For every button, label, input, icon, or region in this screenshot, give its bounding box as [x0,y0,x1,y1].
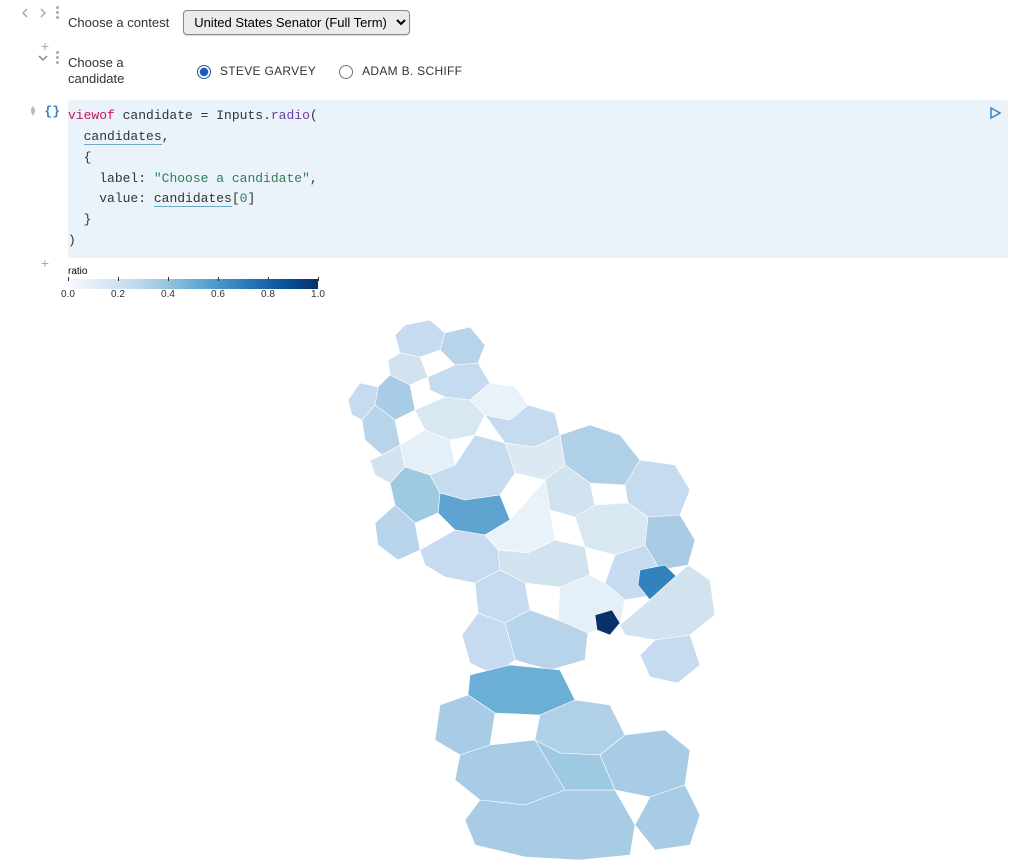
candidate-radio-group: STEVE GARVEY ADAM B. SCHIFF [192,62,462,79]
legend-title: ratio [68,266,1016,277]
caret-left-icon[interactable] [18,6,32,20]
gutter [0,49,68,65]
candidate-label: Choose a candidate [68,55,178,86]
legend-gradient [68,279,318,289]
radio-option-schiff[interactable]: ADAM B. SCHIFF [334,62,462,79]
cell-menu-icon[interactable] [54,6,60,19]
code-content: viewof candidate = Inputs.radio( candida… [68,106,998,252]
contest-select[interactable]: United States Senator (Full Term) [183,10,410,35]
radio-input[interactable] [339,65,353,79]
radio-label: ADAM B. SCHIFF [362,64,462,78]
contest-label: Choose a contest [68,15,169,30]
add-cell-icon[interactable]: + [38,256,52,270]
braces-icon[interactable]: {} [44,104,60,119]
map-region[interactable] [440,327,485,365]
map-region[interactable] [575,503,648,555]
pin-icon[interactable] [26,104,40,118]
code-editor[interactable]: viewof candidate = Inputs.radio( candida… [68,100,1008,258]
radio-option-garvey[interactable]: STEVE GARVEY [192,62,316,79]
legend-ticks: 0.00.20.40.60.81.0 [68,289,318,305]
gutter [0,4,68,20]
radio-input[interactable] [197,65,211,79]
cell-contest: Choose a contest United States Senator (… [0,0,1016,45]
gutter: {} [0,100,68,258]
radio-label: STEVE GARVEY [220,64,316,78]
cell-code: {} viewof candidate = Inputs.radio( cand… [0,96,1016,262]
legend: ratio 0.00.20.40.60.81.0 [68,266,1016,305]
caret-right-icon[interactable] [36,6,50,20]
cell-candidate: Choose a candidate STEVE GARVEY ADAM B. … [0,45,1016,96]
map-region[interactable] [395,320,445,357]
map-region[interactable] [640,635,700,683]
choropleth-map [0,305,1016,865]
cell-menu-icon[interactable] [54,51,60,64]
chevron-down-icon[interactable] [36,51,50,65]
run-cell-icon[interactable] [988,106,1002,128]
map-svg [0,305,1016,865]
